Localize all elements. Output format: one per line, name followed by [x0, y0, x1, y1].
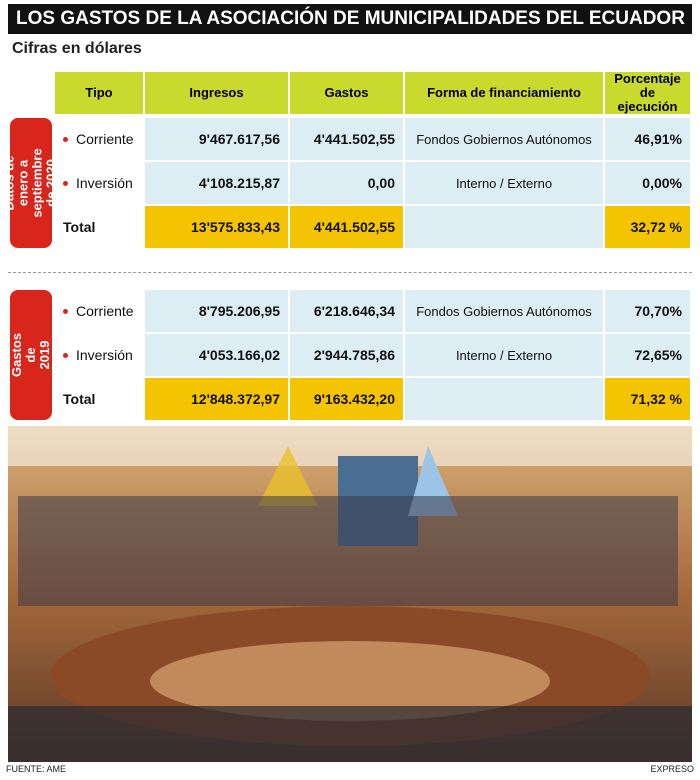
column-header: Tipo: [55, 72, 145, 114]
table-cell: Total: [55, 206, 145, 250]
cell-text: 72,65%: [634, 347, 682, 363]
table-cell: 9'163.432,20: [290, 378, 405, 422]
cell-text: Interno / Externo: [455, 347, 553, 363]
table-cell: Inversión: [55, 162, 145, 206]
bullet: [63, 180, 68, 186]
table-cell: 46,91%: [605, 118, 692, 162]
subtitle: Cifras en dólares: [12, 40, 142, 57]
cell-text: 8'795.206,95: [198, 303, 280, 319]
table-cell: 4'108.215,87: [145, 162, 290, 206]
bullet: [63, 308, 68, 314]
table-cell: 12'848.372,97: [145, 378, 290, 422]
cell-text: Fondos Gobiernos Autónomos: [416, 303, 592, 319]
separator: [8, 272, 692, 273]
table-cell: [405, 206, 605, 250]
cell-text: Corriente: [76, 303, 134, 319]
table-cell: Fondos Gobiernos Autónomos: [405, 118, 605, 162]
cell-text: 4'108.215,87: [198, 175, 280, 191]
cell-text: 32,72 %: [630, 219, 682, 235]
cell-text: Inversión: [76, 175, 133, 191]
table-cell: Corriente: [55, 290, 145, 334]
cell-text: 9'467.617,56: [198, 131, 280, 147]
table-cell: 4'053.166,02: [145, 334, 290, 378]
cell-text: 2'944.785,86: [313, 347, 395, 363]
source: FUENTE: AME: [6, 764, 67, 774]
credit: EXPRESO: [650, 764, 694, 774]
section-label-text: Gastos de 2019: [9, 332, 53, 378]
table-cell: 6'218.646,34: [290, 290, 405, 334]
table-cell: Fondos Gobiernos Autónomos: [405, 290, 605, 334]
cell-text: 4'441.502,55: [313, 219, 395, 235]
table-cell: Inversión: [55, 334, 145, 378]
cell-text: 4'441.502,55: [313, 131, 395, 147]
table-cell: Interno / Externo: [405, 162, 605, 206]
section-label: Datos de enero a septiembre de 2020: [2, 118, 59, 248]
cell-text: 9'163.432,20: [313, 391, 395, 407]
table-cell: 4'441.502,55: [290, 206, 405, 250]
table-cell: 0,00%: [605, 162, 692, 206]
section-label-text: Datos de enero a septiembre de 2020: [2, 148, 60, 218]
column-header: Gastos: [290, 72, 405, 114]
bullet: [63, 136, 68, 142]
cell-text: 6'218.646,34: [313, 303, 395, 319]
title: LOS GASTOS DE LA ASOCIACIÓN DE MUNICIPAL…: [8, 4, 692, 34]
column-header: Porcentaje de ejecución: [605, 72, 692, 114]
table-cell: 0,00: [290, 162, 405, 206]
cell-text: 71,32 %: [630, 391, 682, 407]
cell-text: 46,91%: [634, 131, 682, 147]
table-cell: Total: [55, 378, 145, 422]
column-header: Forma de financiamiento: [405, 72, 605, 114]
photo: [8, 426, 692, 762]
cell-text: 12'848.372,97: [191, 391, 280, 407]
cell-text: Total: [63, 391, 96, 407]
table-cell: 70,70%: [605, 290, 692, 334]
cell-text: Inversión: [76, 347, 133, 363]
table-cell: 32,72 %: [605, 206, 692, 250]
table-cell: 8'795.206,95: [145, 290, 290, 334]
table-cell: Corriente: [55, 118, 145, 162]
cell-text: 0,00: [367, 175, 395, 191]
table-cell: 4'441.502,55: [290, 118, 405, 162]
cell-text: Total: [63, 219, 96, 235]
section-label: Gastos de 2019: [9, 290, 53, 420]
table-cell: 2'944.785,86: [290, 334, 405, 378]
table-cell: 71,32 %: [605, 378, 692, 422]
cell-text: Fondos Gobiernos Autónomos: [416, 131, 592, 147]
table-cell: 72,65%: [605, 334, 692, 378]
bullet: [63, 352, 68, 358]
column-header: Ingresos: [145, 72, 290, 114]
table-cell: 13'575.833,43: [145, 206, 290, 250]
cell-text: 0,00%: [642, 175, 682, 191]
cell-text: 70,70%: [634, 303, 682, 319]
cell-text: 13'575.833,43: [191, 219, 280, 235]
cell-text: 4'053.166,02: [198, 347, 280, 363]
cell-text: Corriente: [76, 131, 134, 147]
cell-text: Interno / Externo: [455, 175, 553, 191]
table-cell: [405, 378, 605, 422]
table-cell: Interno / Externo: [405, 334, 605, 378]
table-cell: 9'467.617,56: [145, 118, 290, 162]
